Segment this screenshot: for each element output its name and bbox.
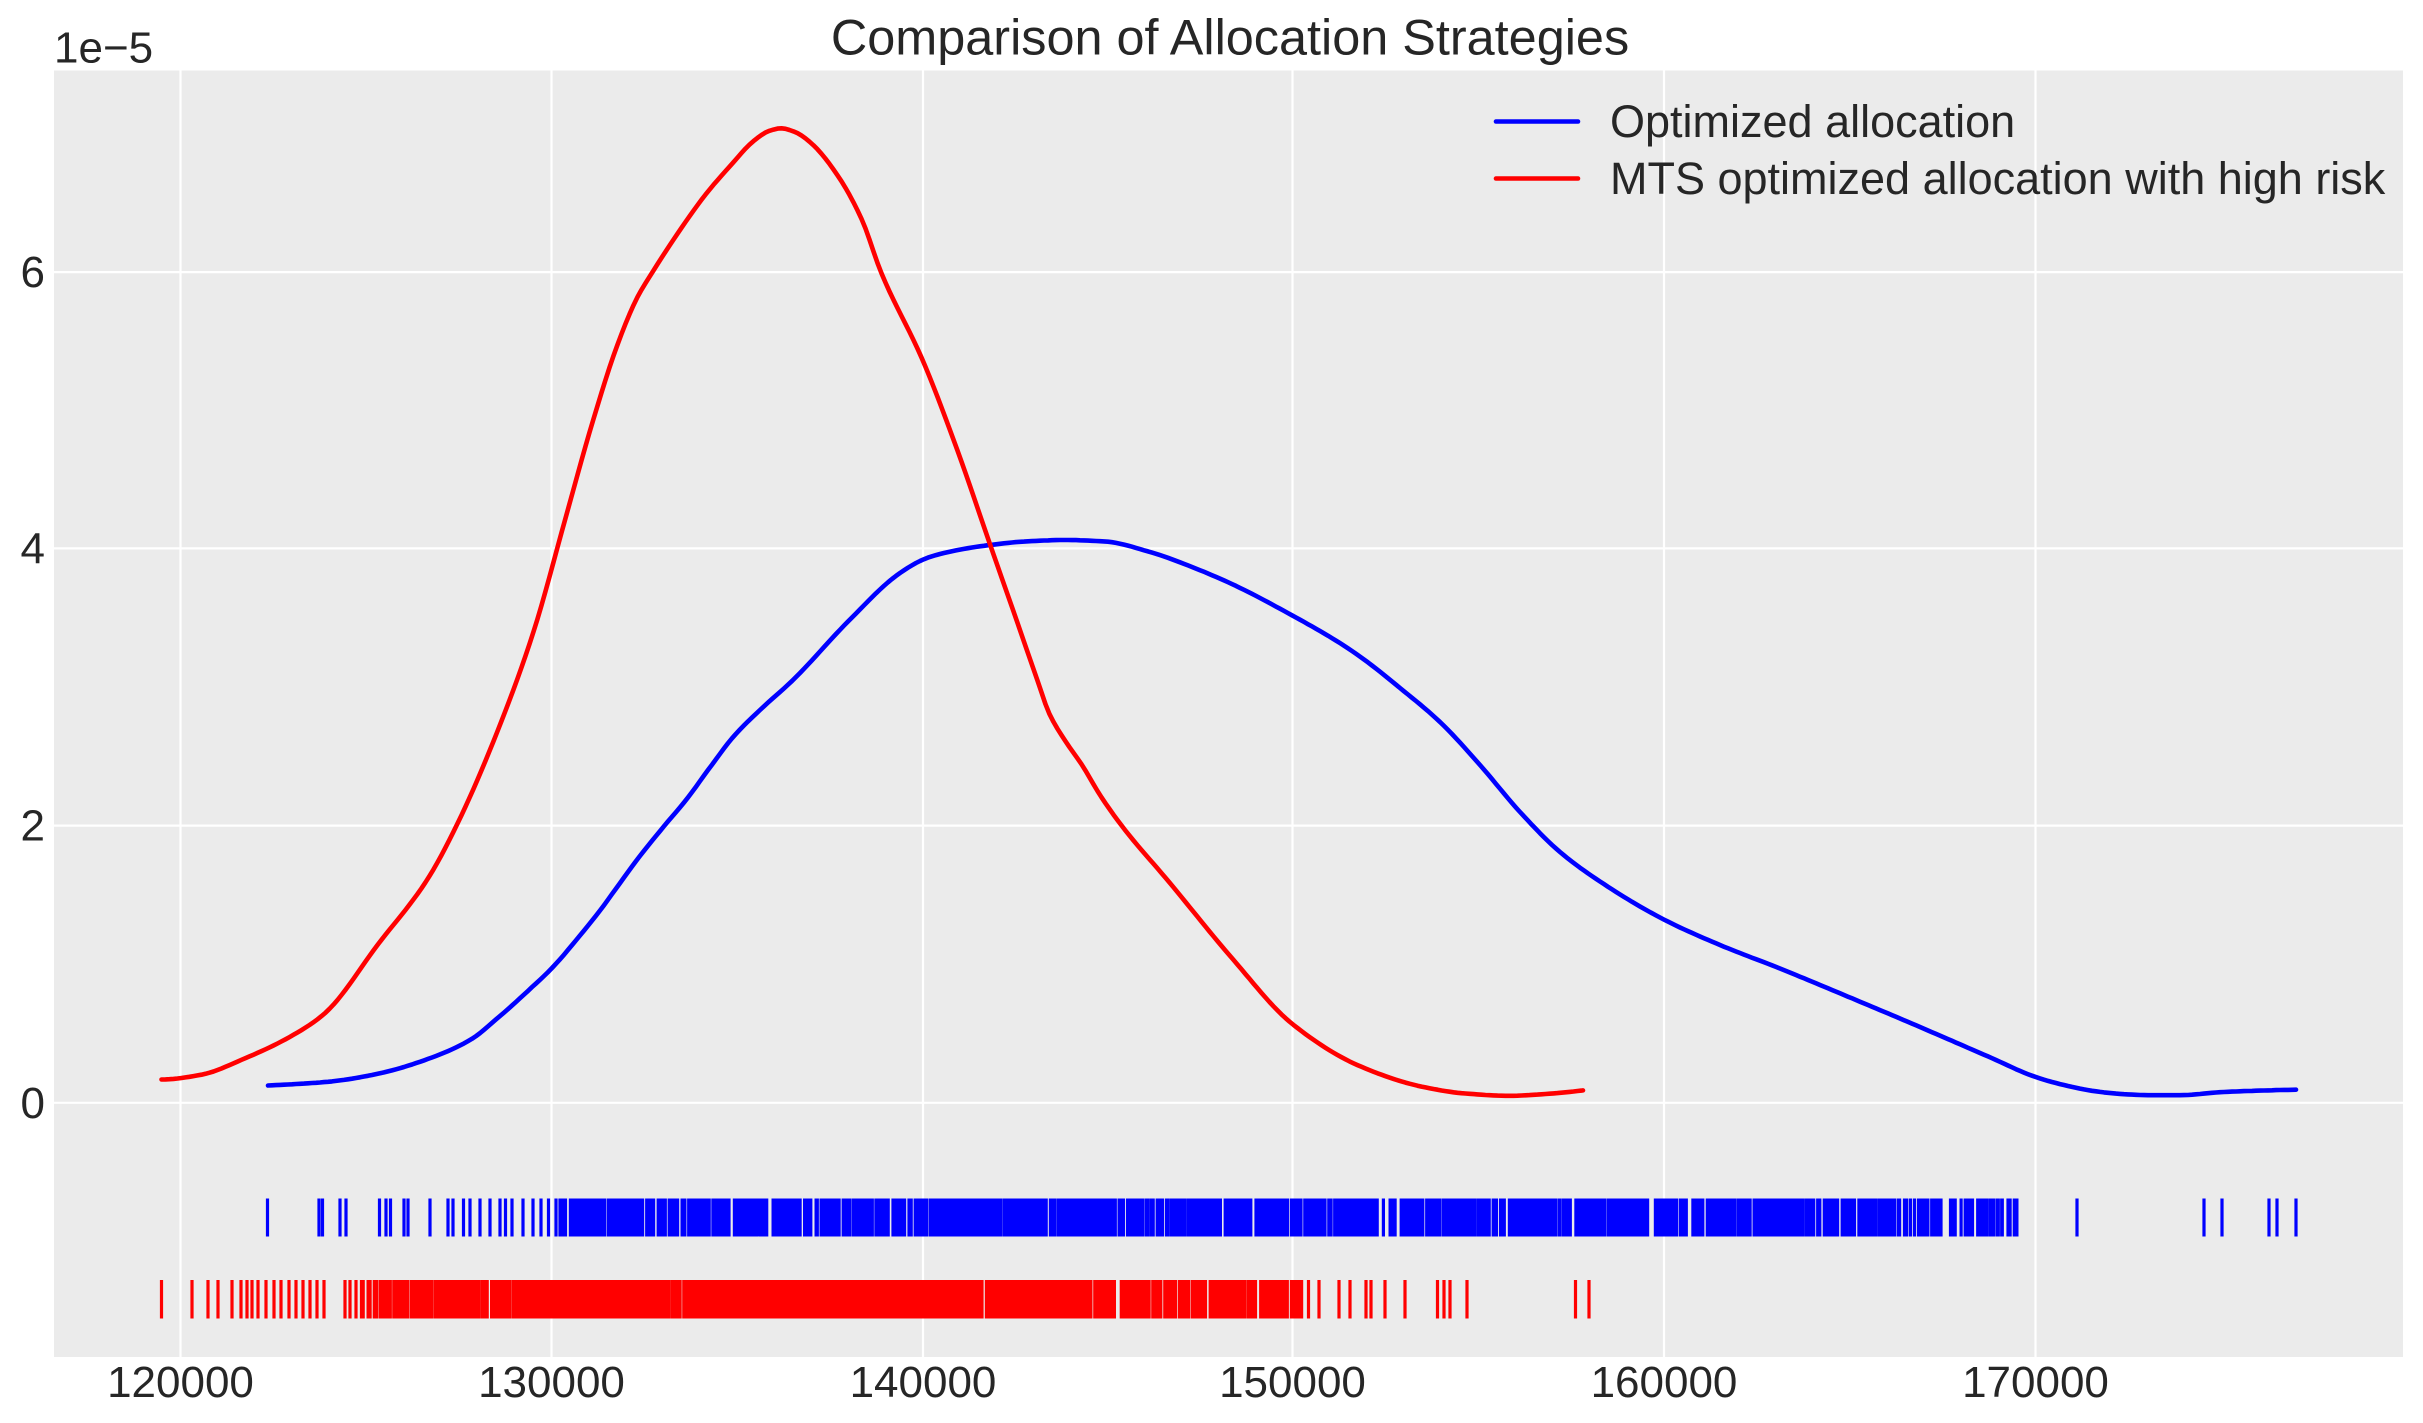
svg-text:140000: 140000: [850, 1358, 997, 1407]
svg-text:MTS optimized allocation with: MTS optimized allocation with high risk: [1610, 153, 2386, 204]
svg-text:Comparison of Allocation Strat: Comparison of Allocation Strategies: [831, 9, 1629, 66]
svg-text:150000: 150000: [1219, 1358, 1366, 1407]
svg-text:1e−5: 1e−5: [54, 24, 153, 73]
svg-text:120000: 120000: [107, 1358, 254, 1407]
svg-text:160000: 160000: [1591, 1358, 1738, 1407]
svg-text:6: 6: [21, 248, 45, 297]
svg-text:Optimized allocation: Optimized allocation: [1610, 96, 2015, 147]
svg-text:4: 4: [21, 525, 45, 574]
svg-text:170000: 170000: [1962, 1358, 2109, 1407]
svg-text:2: 2: [21, 802, 45, 851]
svg-text:0: 0: [21, 1079, 45, 1128]
svg-text:130000: 130000: [478, 1358, 625, 1407]
